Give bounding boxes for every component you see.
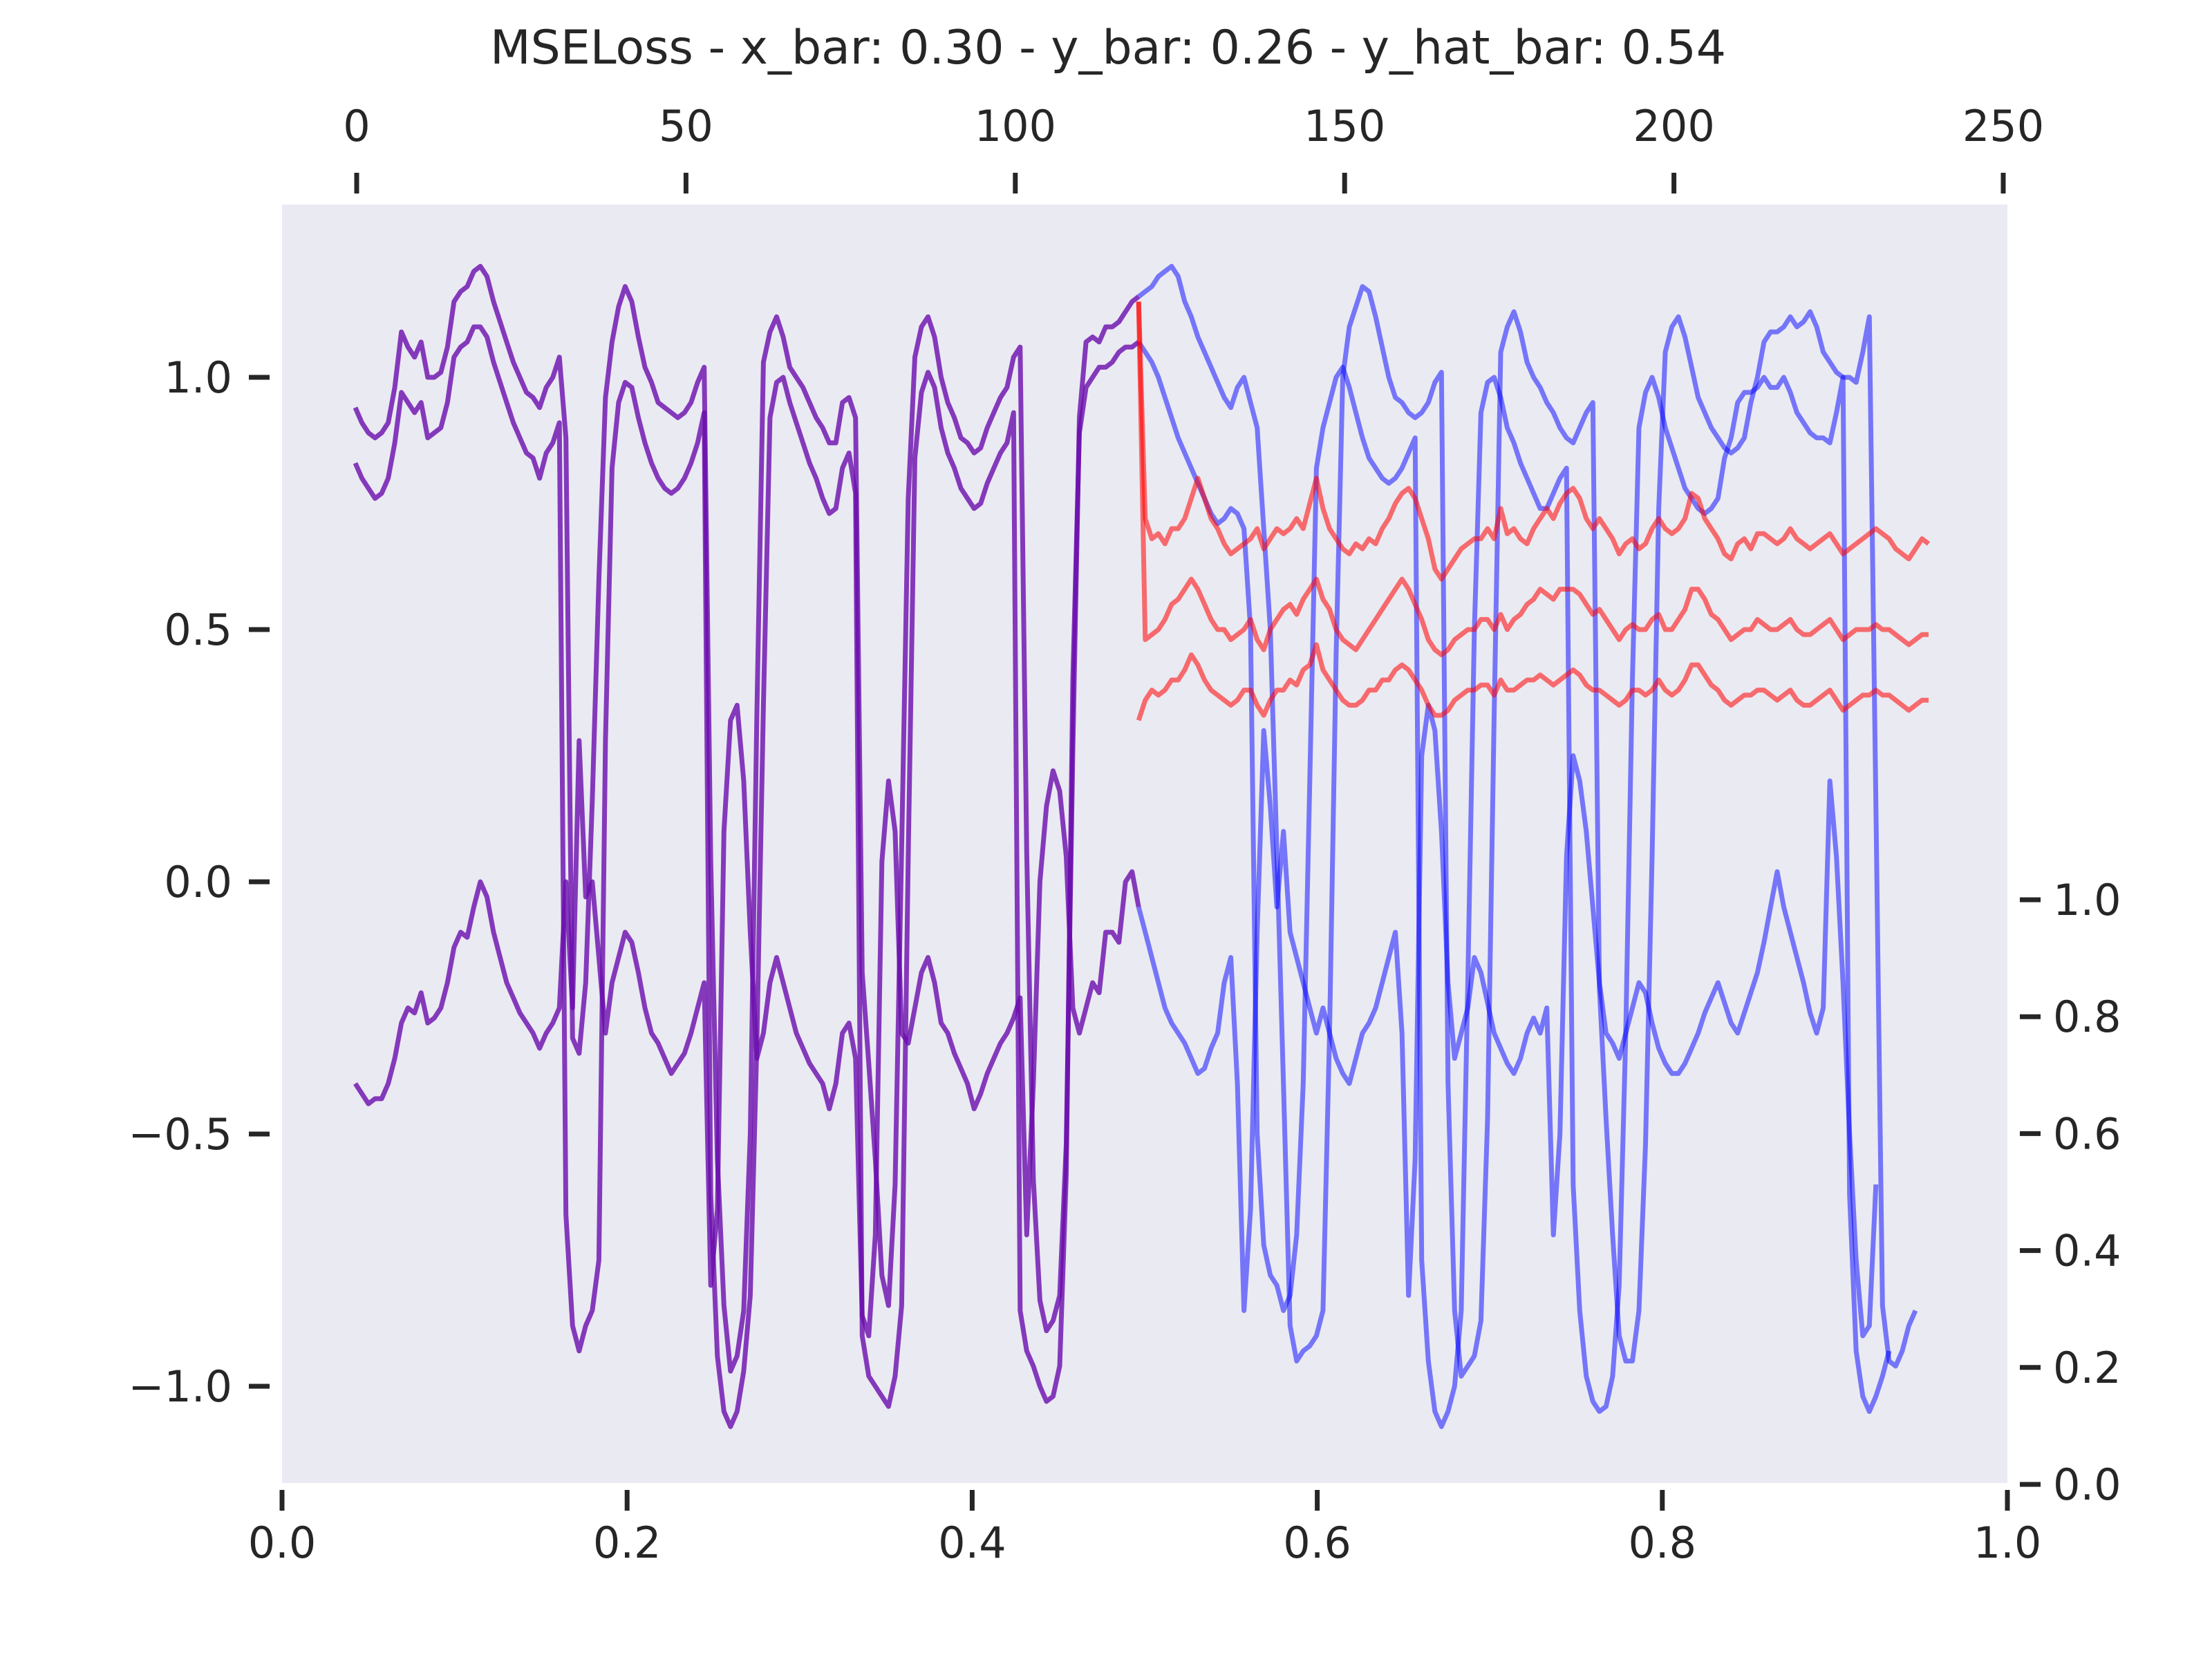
target-series-line bbox=[1136, 340, 1892, 1429]
y-right-tick-label: 0.0 bbox=[2053, 1460, 2121, 1510]
x-top-tick-label: 100 bbox=[975, 101, 1056, 151]
input-series-line bbox=[353, 263, 1141, 1374]
x-bottom-tick-label: 0.6 bbox=[1283, 1518, 1351, 1568]
y-right-tick-label: 0.6 bbox=[2053, 1108, 2121, 1159]
target-series-line bbox=[1136, 703, 1879, 1339]
x-bottom-tick-label: 0.0 bbox=[248, 1518, 317, 1568]
y-left-tick-label: −0.5 bbox=[128, 1109, 232, 1160]
input-series-line bbox=[353, 703, 1141, 1339]
x-top-tick-label: 0 bbox=[343, 101, 370, 151]
x-bottom-tick-label: 0.8 bbox=[1628, 1518, 1696, 1568]
y-right-tick-label: 1.0 bbox=[2053, 875, 2121, 925]
y-right-tick-label: 0.8 bbox=[2053, 992, 2121, 1042]
lines-layer bbox=[353, 263, 1931, 1429]
x-bottom-tick-label: 1.0 bbox=[1974, 1518, 2042, 1568]
x-top-tick-label: 150 bbox=[1304, 101, 1385, 151]
axes-layer: 0.0 0.2 0.4 0.6 0.8 1.0 0 50 100 150 200 250 −1.0 −0.… bbox=[128, 101, 2121, 1568]
x-top-tick-label: 200 bbox=[1633, 101, 1714, 151]
x-bottom-tick-label: 0.4 bbox=[938, 1518, 1006, 1568]
chart-title: MSELoss - x_bar: 0.30 - y_bar: 0.26 - y_… bbox=[490, 21, 1726, 75]
y-left-tick-label: 0.0 bbox=[164, 857, 232, 907]
y-right-tick-label: 0.2 bbox=[2053, 1343, 2121, 1393]
y-left-tick-label: 0.5 bbox=[164, 605, 232, 655]
target-series-line bbox=[1137, 263, 1918, 1379]
y-left-tick-label: 1.0 bbox=[164, 352, 232, 403]
prediction-series-line bbox=[1136, 301, 1931, 582]
x-top-tick-label: 50 bbox=[659, 101, 713, 151]
prediction-series-line bbox=[1136, 301, 1929, 657]
x-top-tick-label: 250 bbox=[1962, 101, 2044, 151]
y-left-tick-label: −1.0 bbox=[128, 1361, 232, 1412]
x-bottom-tick-label: 0.2 bbox=[593, 1518, 662, 1568]
input-series-line bbox=[353, 324, 1141, 1429]
prediction-series-line bbox=[1136, 642, 1929, 721]
y-right-tick-label: 0.4 bbox=[2053, 1226, 2121, 1276]
